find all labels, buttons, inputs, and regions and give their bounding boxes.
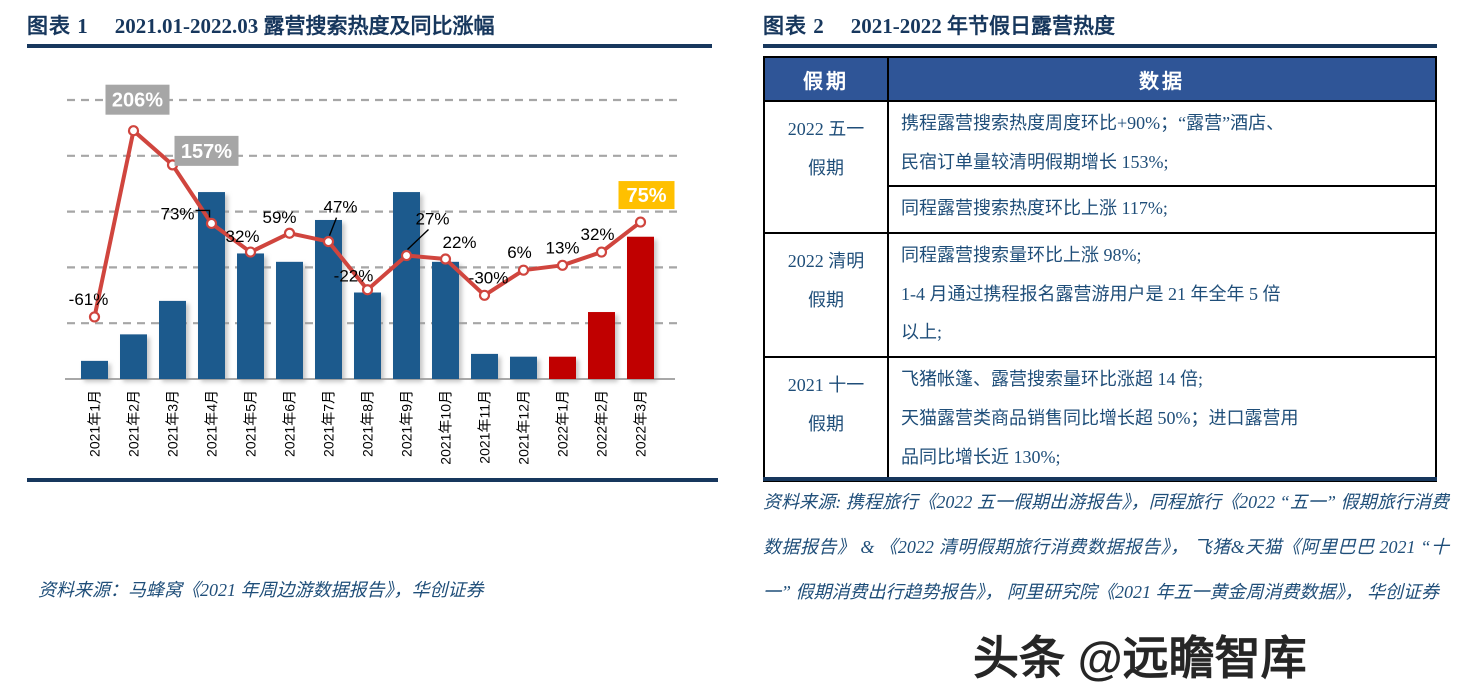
line-marker-2021年1月 (88, 311, 101, 323)
figure1-title-text: 2021.01-2022.03 露营搜索热度及同比涨幅 (114, 14, 495, 38)
svg-text:-30%: -30% (469, 268, 509, 287)
camping-heat-chart: 2021年1月 2021年2月 2021年3月 2021年4月 2021年5月 2021年… (27, 52, 718, 476)
bar-2021年1月 (81, 360, 108, 379)
svg-text:2021年3月: 2021年3月 (165, 390, 181, 457)
svg-text:22%: 22% (442, 233, 476, 252)
svg-text:2021年5月: 2021年5月 (243, 390, 259, 457)
svg-text:47%: 47% (323, 198, 357, 217)
svg-text:2021年2月: 2021年2月 (126, 390, 142, 457)
figure1-title-rule (27, 44, 712, 48)
svg-text:13%: 13% (545, 238, 579, 257)
holiday-data-cell: 携程露营搜索热度周度环比+90%；“露营”酒店、 民宿订单量较清明假期增长 15… (887, 99, 1437, 188)
figure1-source-note: 资料来源：马蜂窝《2021 年周边游数据报告》，华创证券 (38, 580, 484, 600)
line-marker-2021年4月 (205, 217, 218, 230)
svg-text:2021年9月: 2021年9月 (399, 390, 415, 457)
holiday-table-row: 2021 十一 假期 飞猪帐篷、露营搜索量环比涨超 14 倍; 天猫露营类商品销售… (763, 356, 1437, 483)
svg-text:32%: 32% (225, 227, 259, 246)
figure2-title-prefix: 图表 2 (763, 14, 825, 38)
holiday-heat-table: 假期 数据 2022 五一 假期 携程露营搜索热度周度环比+90%；“露营”酒店、… (763, 56, 1437, 483)
line-marker-2021年7月 (322, 235, 335, 248)
bar-2021年8月 (354, 292, 381, 379)
line-series (88, 125, 647, 323)
camping-heat-chart-svg: 2021年1月 2021年2月 2021年3月 2021年4月 2021年5月 2021年… (65, 84, 677, 465)
bar-2021年12月 (510, 356, 537, 379)
line-marker-2021年12月 (517, 264, 530, 276)
figure2-bottom-rule (763, 477, 1437, 481)
bar-2021年11月 (471, 353, 498, 379)
holiday-table-row: 2022 五一 假期 携程露营搜索热度周度环比+90%；“露营”酒店、 民宿订单量… (763, 99, 1437, 235)
line-marker-2021年9月 (400, 249, 413, 262)
bar-2021年5月 (237, 253, 264, 379)
bar-2021年3月 (159, 300, 186, 379)
line-marker-2021年10月 (439, 253, 452, 265)
figure2-source-note: 资料来源: 携程旅行《2022 五一假期出游报告》，同程旅行《2022 “五一”… (763, 492, 1449, 602)
svg-text:157%: 157% (181, 141, 232, 163)
svg-text:-61%: -61% (69, 290, 109, 309)
svg-text:2022年3月: 2022年3月 (633, 390, 649, 457)
svg-text:2021年1月: 2021年1月 (87, 390, 103, 457)
bar-2022年3月 (627, 236, 654, 379)
holiday-data-cell: 飞猪帐篷、露营搜索量环比涨超 14 倍; 天猫露营类商品销售同比增长超 50%；… (887, 356, 1437, 483)
value-labels: -61%206%157%73%32%59%47%-22%27%22%-30%6%… (69, 84, 675, 309)
toutiao-watermark: 头条 @远瞻智库 (972, 631, 1309, 686)
holiday-table-row: 同程露营搜索热度环比上涨 117%; (764, 185, 1437, 235)
line-marker-2021年6月 (283, 227, 296, 239)
holiday-table-body: 2022 五一 假期 携程露营搜索热度周度环比+90%；“露营”酒店、 民宿订单量… (763, 99, 1437, 483)
holiday-table-row: 2022 清明 假期 同程露营搜索量环比上涨 98%; 1-4 月通过携程报名露营… (763, 232, 1437, 359)
svg-text:206%: 206% (112, 90, 163, 112)
svg-text:2022年1月: 2022年1月 (555, 390, 571, 457)
line-marker-2021年5月 (244, 246, 257, 258)
bar-2021年10月 (432, 261, 459, 379)
svg-text:27%: 27% (415, 210, 449, 229)
svg-text:2021年12月: 2021年12月 (516, 390, 532, 465)
holiday-data-cell: 同程露营搜索量环比上涨 98%; 1-4 月通过携程报名露营游用户是 21 年全… (887, 232, 1437, 359)
svg-text:6%: 6% (507, 243, 532, 262)
svg-text:73%: 73% (160, 204, 194, 223)
line-marker-2022年3月 (634, 216, 647, 228)
svg-text:2021年7月: 2021年7月 (321, 390, 337, 457)
holiday-period-cell: 2022 清明 假期 (763, 232, 889, 359)
svg-text:2021年4月: 2021年4月 (204, 390, 220, 457)
holiday-period-cell: 2021 十一 假期 (763, 356, 889, 483)
figure2-title-text: 2021-2022 年节假日露营热度 (850, 14, 1115, 38)
line-marker-2022年2月 (595, 246, 608, 258)
holiday-table-header-row: 假期 数据 (763, 56, 1437, 102)
svg-text:2021年6月: 2021年6月 (282, 390, 298, 457)
figure1-title-prefix: 图表 1 (27, 14, 89, 38)
holiday-data-cell: 同程露营搜索热度环比上涨 117%; (887, 185, 1437, 235)
svg-text:-22%: -22% (334, 267, 374, 286)
x-axis-labels: 2021年1月 2021年2月 2021年3月 2021年4月 2021年5月 2021年… (87, 390, 649, 465)
line-marker-2021年11月 (478, 289, 491, 301)
svg-text:32%: 32% (580, 225, 614, 244)
holiday-table-header-data: 数据 (887, 56, 1437, 102)
svg-text:2021年11月: 2021年11月 (477, 390, 493, 464)
holiday-table-header-period: 假期 (763, 56, 889, 102)
bar-2021年6月 (276, 261, 303, 379)
svg-text:2021年8月: 2021年8月 (360, 390, 376, 457)
holiday-period-cell: 2022 五一 假期 (763, 99, 889, 235)
line-marker-2021年8月 (361, 284, 374, 296)
figure2-title-rule (763, 44, 1437, 48)
bar-2022年1月 (549, 356, 576, 379)
svg-text:75%: 75% (626, 185, 666, 207)
bar-series (81, 192, 654, 379)
figure1-title: 图表 1 2021.01-2022.03 露营搜索热度及同比涨幅 (27, 10, 495, 40)
bar-2022年2月 (588, 312, 615, 379)
figure1-bottom-rule (27, 478, 718, 482)
svg-text:2022年2月: 2022年2月 (594, 390, 610, 457)
svg-text:2021年10月: 2021年10月 (438, 390, 454, 465)
bar-2021年9月 (393, 192, 420, 379)
figure2-title: 图表 2 2021-2022 年节假日露营热度 (763, 10, 1115, 40)
line-marker-2022年1月 (556, 259, 569, 271)
svg-text:59%: 59% (262, 208, 296, 227)
bar-2021年2月 (120, 334, 147, 379)
line-marker-2021年2月 (127, 125, 140, 137)
